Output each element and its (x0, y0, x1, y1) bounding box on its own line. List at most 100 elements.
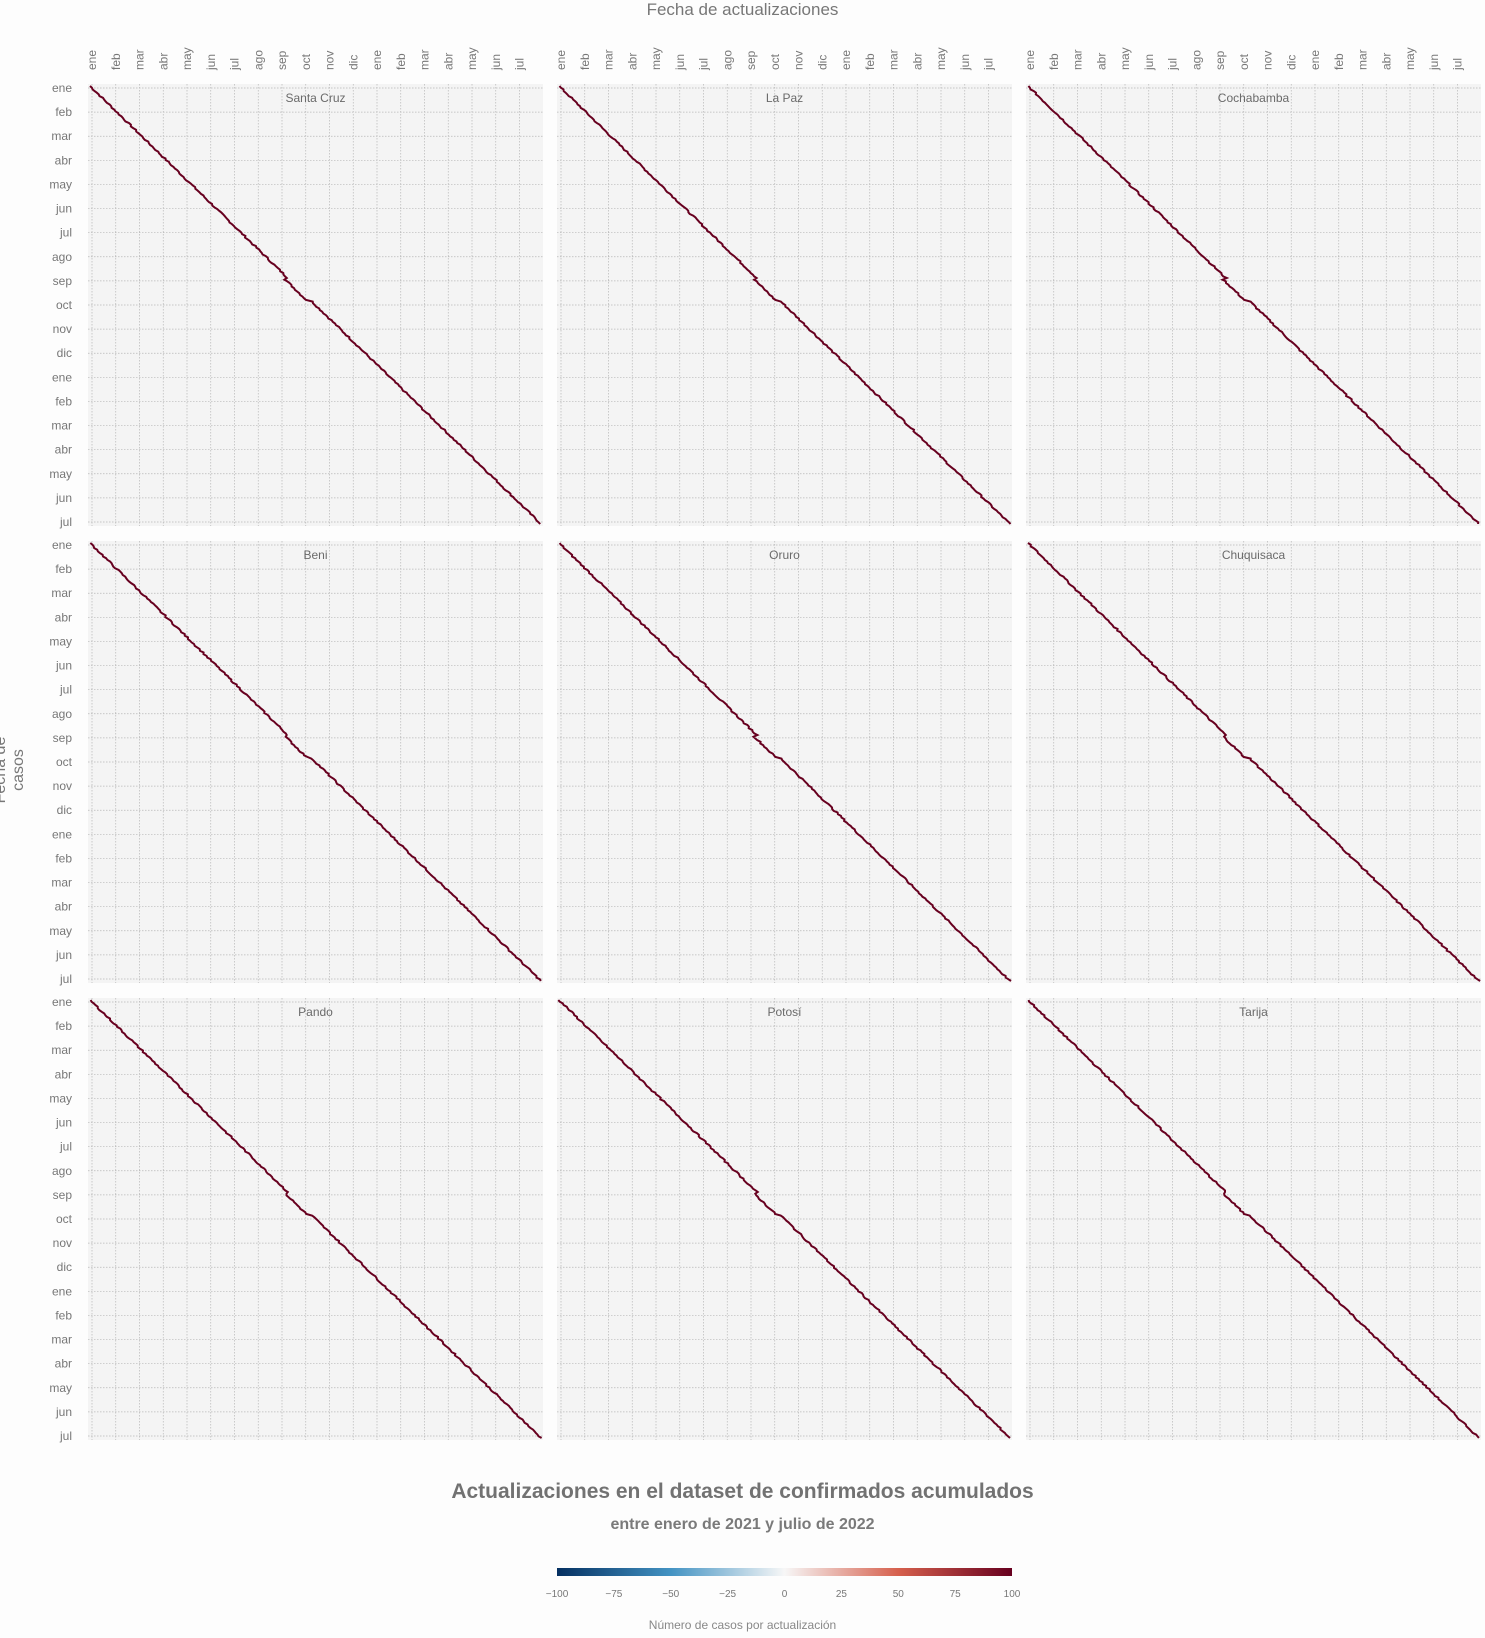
legend-gradient-bar (557, 1568, 1012, 1576)
y-tick-label: oct (56, 1212, 73, 1226)
y-tick-label: jul (59, 972, 72, 986)
y-tick-label: mar (51, 129, 72, 143)
facet-label: Beni (303, 548, 327, 562)
diagonal-updates (1027, 542, 1481, 982)
x-tick-label: jul (1166, 58, 1180, 71)
diagonal-updates (557, 999, 1011, 1439)
x-tick-label: jul (228, 58, 242, 71)
x-tick-label: ene (839, 50, 853, 70)
x-tick-label: abr (1379, 53, 1393, 70)
x-tick-label: mar (1356, 49, 1370, 70)
x-tick-label: abr (156, 53, 170, 70)
facet-panels: Santa Cruz La Paz Cochabamba Beni Oruro Chuqu… (88, 84, 1481, 1440)
y-tick-label: sep (53, 731, 73, 745)
diagonal-updates (558, 85, 1012, 525)
x-tick-label: abr (441, 53, 455, 70)
y-tick-label: oct (56, 755, 73, 769)
x-tick-label: abr (910, 53, 924, 70)
y-tick-label: abr (55, 443, 72, 457)
y-tick-label: jul (59, 683, 72, 697)
y-tick-label: ago (52, 250, 72, 264)
y-tick-label: jul (59, 1429, 72, 1443)
diagonal-updates (1027, 85, 1480, 525)
x-tick-label: sep (744, 50, 758, 70)
x-tick-label: jun (1142, 54, 1156, 71)
x-tick-label: mar (887, 49, 901, 70)
x-tick-label: feb (109, 53, 123, 70)
x-tick-label: ene (554, 50, 568, 70)
y-tick-label: jul (59, 515, 72, 529)
x-tick-label: nov (323, 51, 337, 70)
y-tick-label: mar (51, 876, 72, 890)
y-tick-label: jun (55, 659, 72, 673)
y-tick-label: feb (55, 1019, 72, 1033)
x-tick-label: nov (792, 51, 806, 70)
y-tick-label: may (49, 924, 72, 938)
y-tick-label: ago (52, 707, 72, 721)
facet-label: Oruro (769, 548, 800, 562)
y-tick-label: sep (53, 274, 73, 288)
x-tick-label: oct (1237, 53, 1251, 70)
facet-label: Cochabamba (1218, 91, 1290, 105)
x-tick-label: may (1403, 47, 1417, 70)
facet-panel: Santa Cruz (88, 84, 543, 526)
y-tick-label: oct (56, 298, 73, 312)
y-tick-label: nov (53, 1236, 72, 1250)
facet-label: Chuquisaca (1222, 548, 1286, 562)
y-tick-label: may (49, 1091, 72, 1105)
facet-panel: Beni (88, 541, 543, 983)
facet-label: Potosí (767, 1005, 802, 1019)
x-tick-label: sep (1213, 50, 1227, 70)
x-tick-labels: ene feb mar abr may jun jul ago sep oct nov dic ene f… (85, 47, 1465, 71)
y-tick-label: ago (52, 1164, 72, 1178)
diagonal-updates (1027, 999, 1480, 1439)
x-tick-label: jul (697, 58, 711, 71)
y-tick-label: may (49, 634, 72, 648)
x-tick-label: oct (768, 53, 782, 70)
x-tick-label: jun (204, 54, 218, 71)
x-tick-label: mar (133, 49, 147, 70)
y-tick-label: feb (55, 105, 72, 119)
y-tick-label: feb (55, 851, 72, 865)
x-axis-title: Fecha de actualizaciones (646, 0, 839, 19)
legend-tick-label: 75 (950, 1589, 962, 1600)
x-tick-label: feb (578, 53, 592, 70)
y-tick-label: mar (51, 586, 72, 600)
x-tick-label: ago (720, 50, 734, 70)
x-tick-label: feb (863, 53, 877, 70)
legend-tick-label: 100 (1004, 1589, 1021, 1600)
x-tick-label: ene (1308, 50, 1322, 70)
y-tick-label: may (49, 467, 72, 481)
y-tick-label: mar (51, 419, 72, 433)
x-tick-label: sep (275, 50, 289, 70)
y-tick-label: jul (59, 226, 72, 240)
y-tick-label: sep (53, 1188, 73, 1202)
y-tick-label: abr (55, 1067, 72, 1081)
x-tick-label: may (649, 47, 663, 70)
y-tick-label: jun (55, 1116, 72, 1130)
diagonal-updates (89, 999, 543, 1439)
x-tick-label: jul (1451, 58, 1465, 71)
x-tick-label: mar (602, 49, 616, 70)
x-tick-label: ene (1023, 50, 1037, 70)
y-tick-label: feb (55, 562, 72, 576)
legend-tick-label: 25 (836, 1589, 848, 1600)
y-tick-label: abr (55, 153, 72, 167)
facet-label: La Paz (766, 91, 803, 105)
facet-label: Tarija (1239, 1005, 1268, 1019)
legend-tick-label: −75 (605, 1589, 622, 1600)
y-tick-label: jun (55, 202, 72, 216)
y-tick-label: ene (52, 538, 72, 552)
x-tick-label: feb (1332, 53, 1346, 70)
y-tick-label: dic (57, 346, 72, 360)
y-tick-label: ene (52, 995, 72, 1009)
y-tick-label: ene (52, 1284, 72, 1298)
diagonal-updates (558, 542, 1012, 982)
x-tick-label: oct (299, 53, 313, 70)
x-tick-label: dic (815, 55, 829, 70)
facet-panel: Tarija (1026, 998, 1481, 1440)
y-tick-label: abr (55, 610, 72, 624)
y-tick-label: feb (55, 394, 72, 408)
chart-title: Actualizaciones en el dataset de confirm… (451, 1480, 1034, 1503)
